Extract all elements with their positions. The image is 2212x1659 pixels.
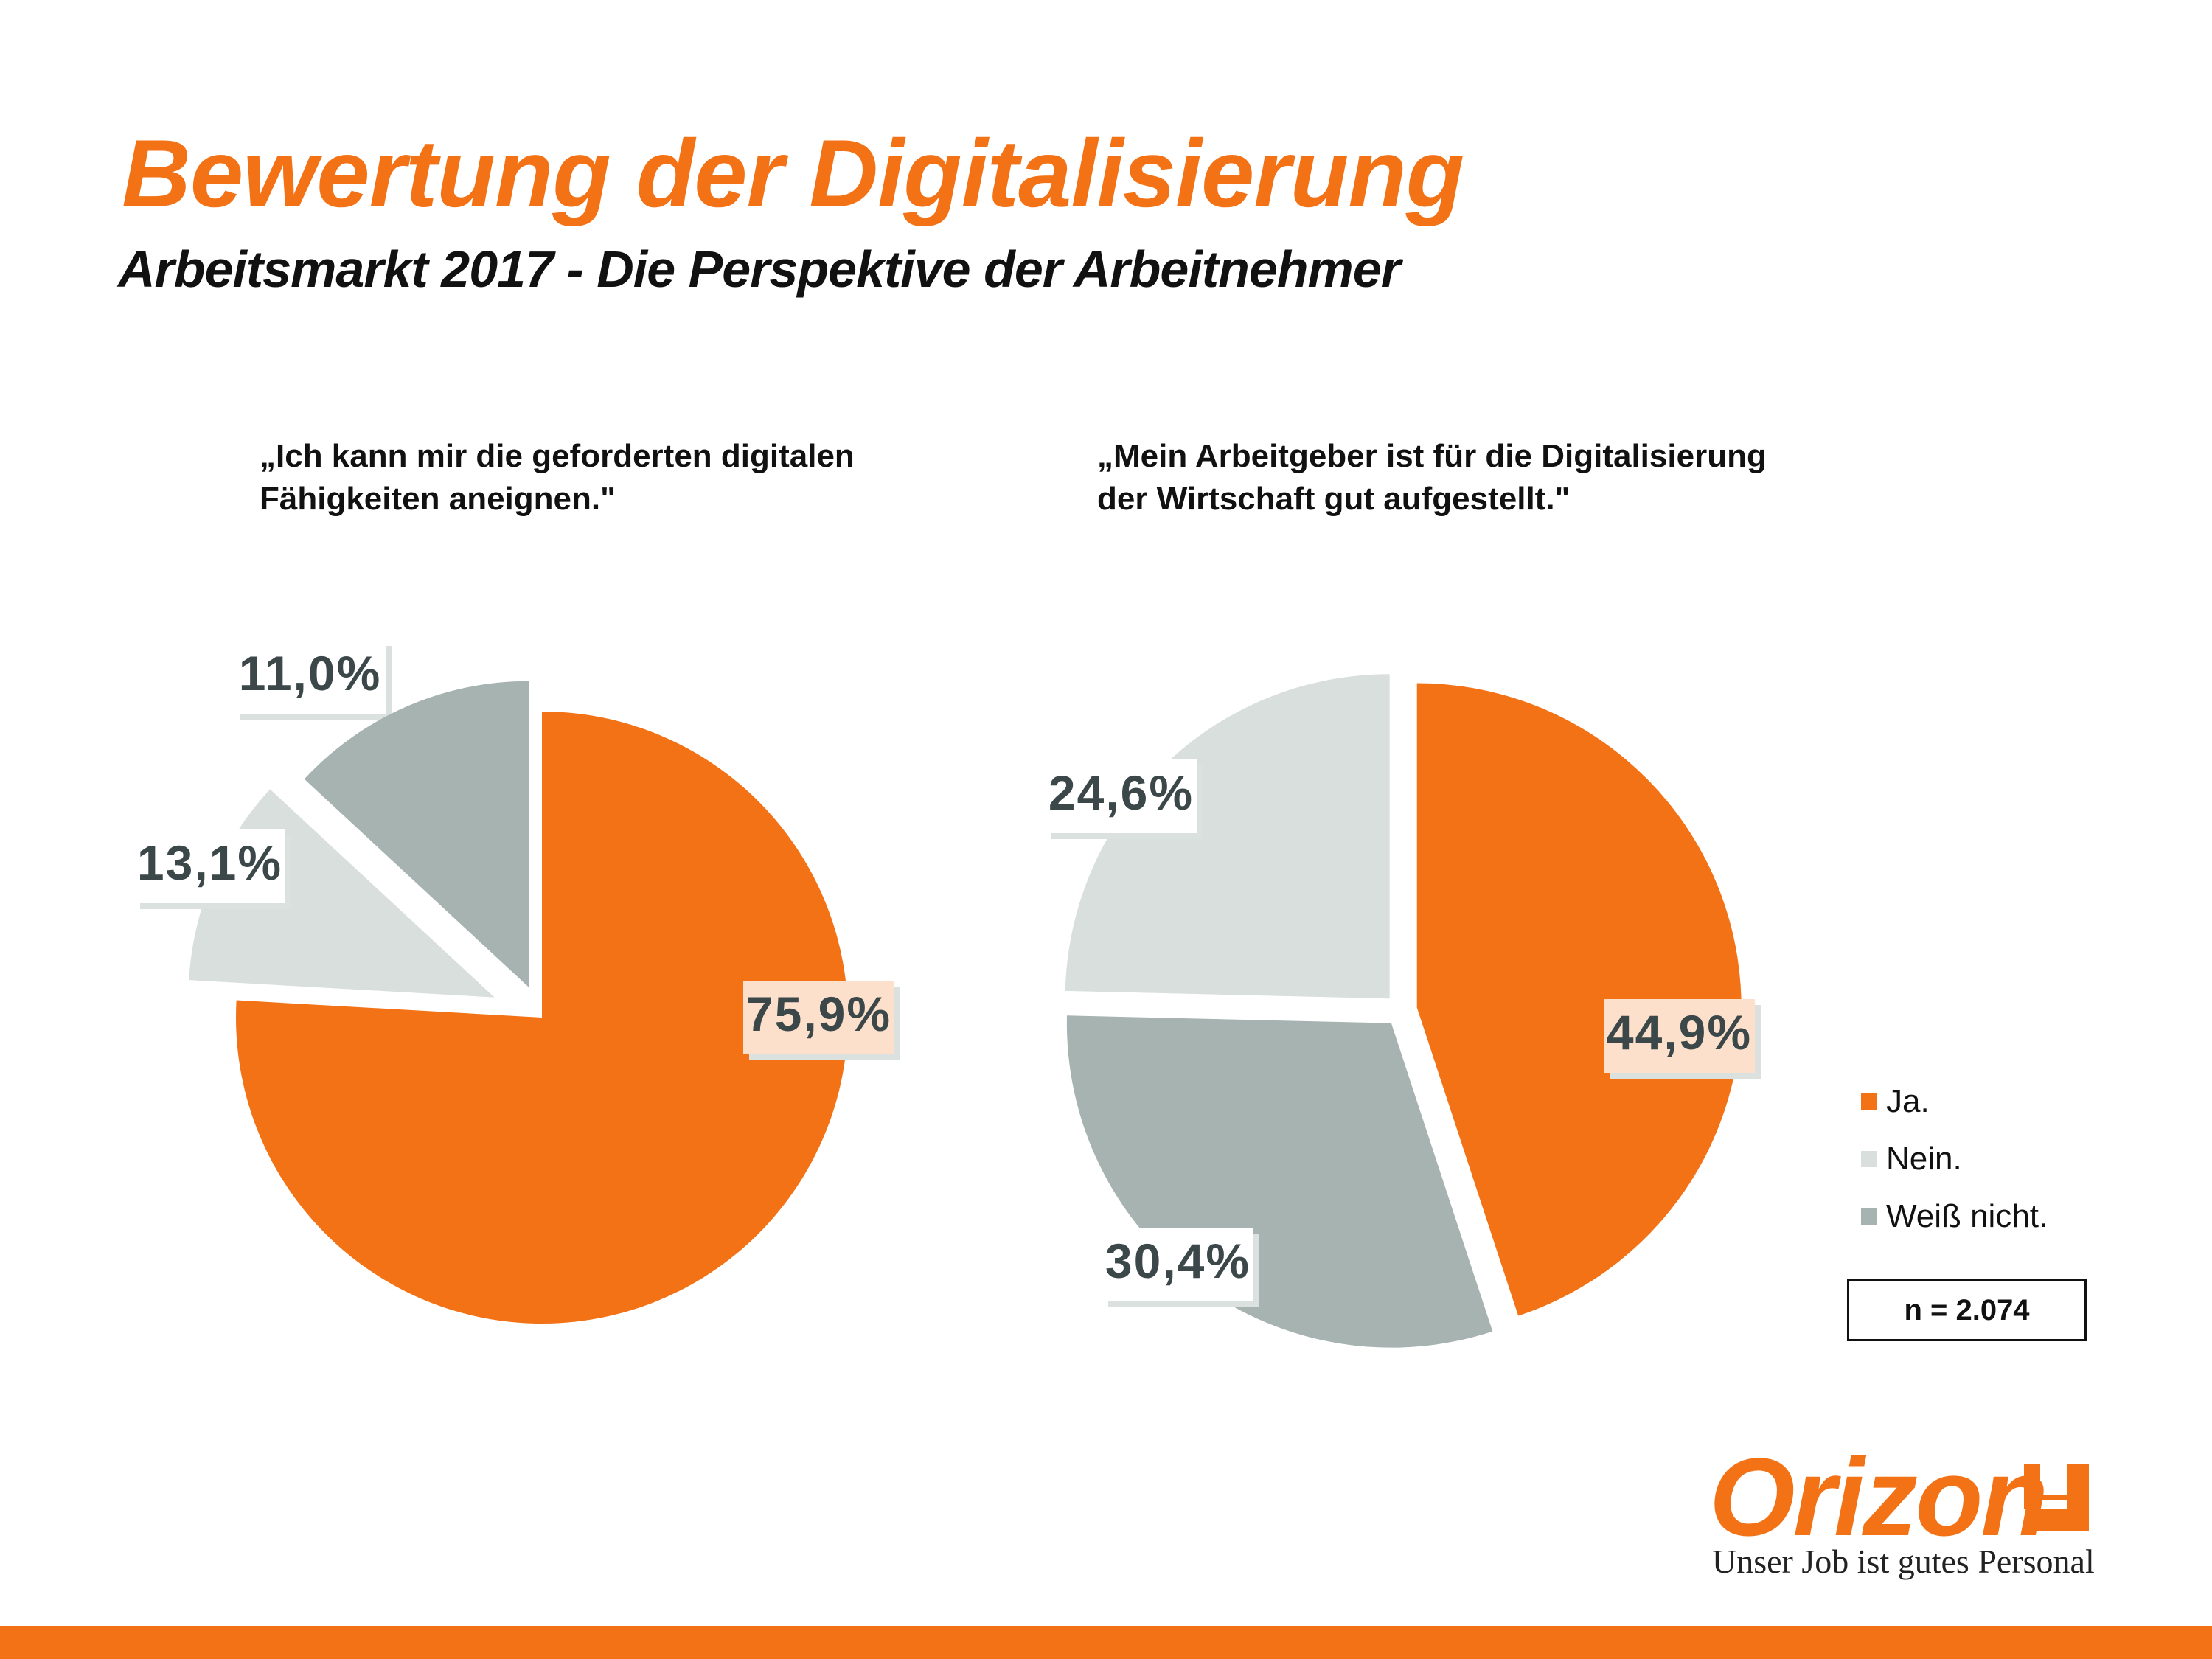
data-label-weiss-nicht: 30,4%	[1105, 1234, 1251, 1288]
pie-slice-weiss-nicht	[304, 681, 529, 987]
pie-chart-2: 44,9% 30,4% 24,6%	[1046, 674, 1761, 1348]
label-box-ja	[1604, 999, 1755, 1073]
pie-slice-ja	[236, 712, 849, 1324]
chart-2-question: „Mein Arbeitgeber ist für die Digitalisi…	[1097, 438, 1767, 518]
legend-item-ja: Ja.	[1861, 1073, 2048, 1130]
data-label-ja: 44,9%	[1607, 1005, 1752, 1060]
data-label-nein: 24,6%	[1048, 765, 1194, 820]
pie-slice-ja	[1416, 683, 1742, 1316]
legend-swatch-ja	[1861, 1093, 1877, 1110]
pie-slice-weiss-nicht	[1066, 1015, 1493, 1348]
label-box-ja	[743, 981, 894, 1054]
label-box-weiss-nicht	[1102, 1228, 1253, 1301]
sample-size-box: n = 2.074	[1847, 1279, 2087, 1341]
label-box-nein	[1046, 759, 1197, 833]
logo-tagline: Unser Job ist gutes Personal	[1712, 1543, 2095, 1580]
page-subtitle: Arbeitsmarkt 2017 - Die Perspektive der …	[118, 240, 1401, 298]
label-box-weiss-nicht	[134, 830, 285, 903]
chart-1-question: „Ich kann mir die geforderten digitalen F…	[260, 438, 855, 518]
legend-swatch-nein	[1861, 1151, 1877, 1167]
page-title: Bewertung der Digitalisierung	[122, 119, 1464, 227]
data-label-nein: 11,0%	[239, 646, 382, 700]
data-label-weiss-nicht: 13,1%	[137, 835, 282, 890]
pie-slice-nein	[1065, 674, 1390, 999]
legend-label-ja: Ja.	[1886, 1083, 1930, 1119]
legend: Ja. Nein. Weiß nicht.	[1861, 1073, 2048, 1245]
label-box-nein	[234, 640, 386, 714]
logo-wordmark: Orizon	[1709, 1435, 2048, 1559]
legend-swatch-weiss-nicht	[1861, 1208, 1877, 1225]
legend-label-weiss-nicht: Weiß nicht.	[1886, 1198, 2048, 1234]
legend-item-weiss-nicht: Weiß nicht.	[1861, 1188, 2048, 1245]
legend-item-nein: Nein.	[1861, 1130, 2048, 1188]
legend-label-nein: Nein.	[1886, 1141, 1962, 1177]
bottom-bar	[0, 1626, 2212, 1659]
data-label-ja: 75,9%	[746, 987, 891, 1041]
logo-icon	[2024, 1464, 2089, 1531]
pie-chart-1: 75,9% 11,0% 13,1%	[134, 640, 900, 1324]
